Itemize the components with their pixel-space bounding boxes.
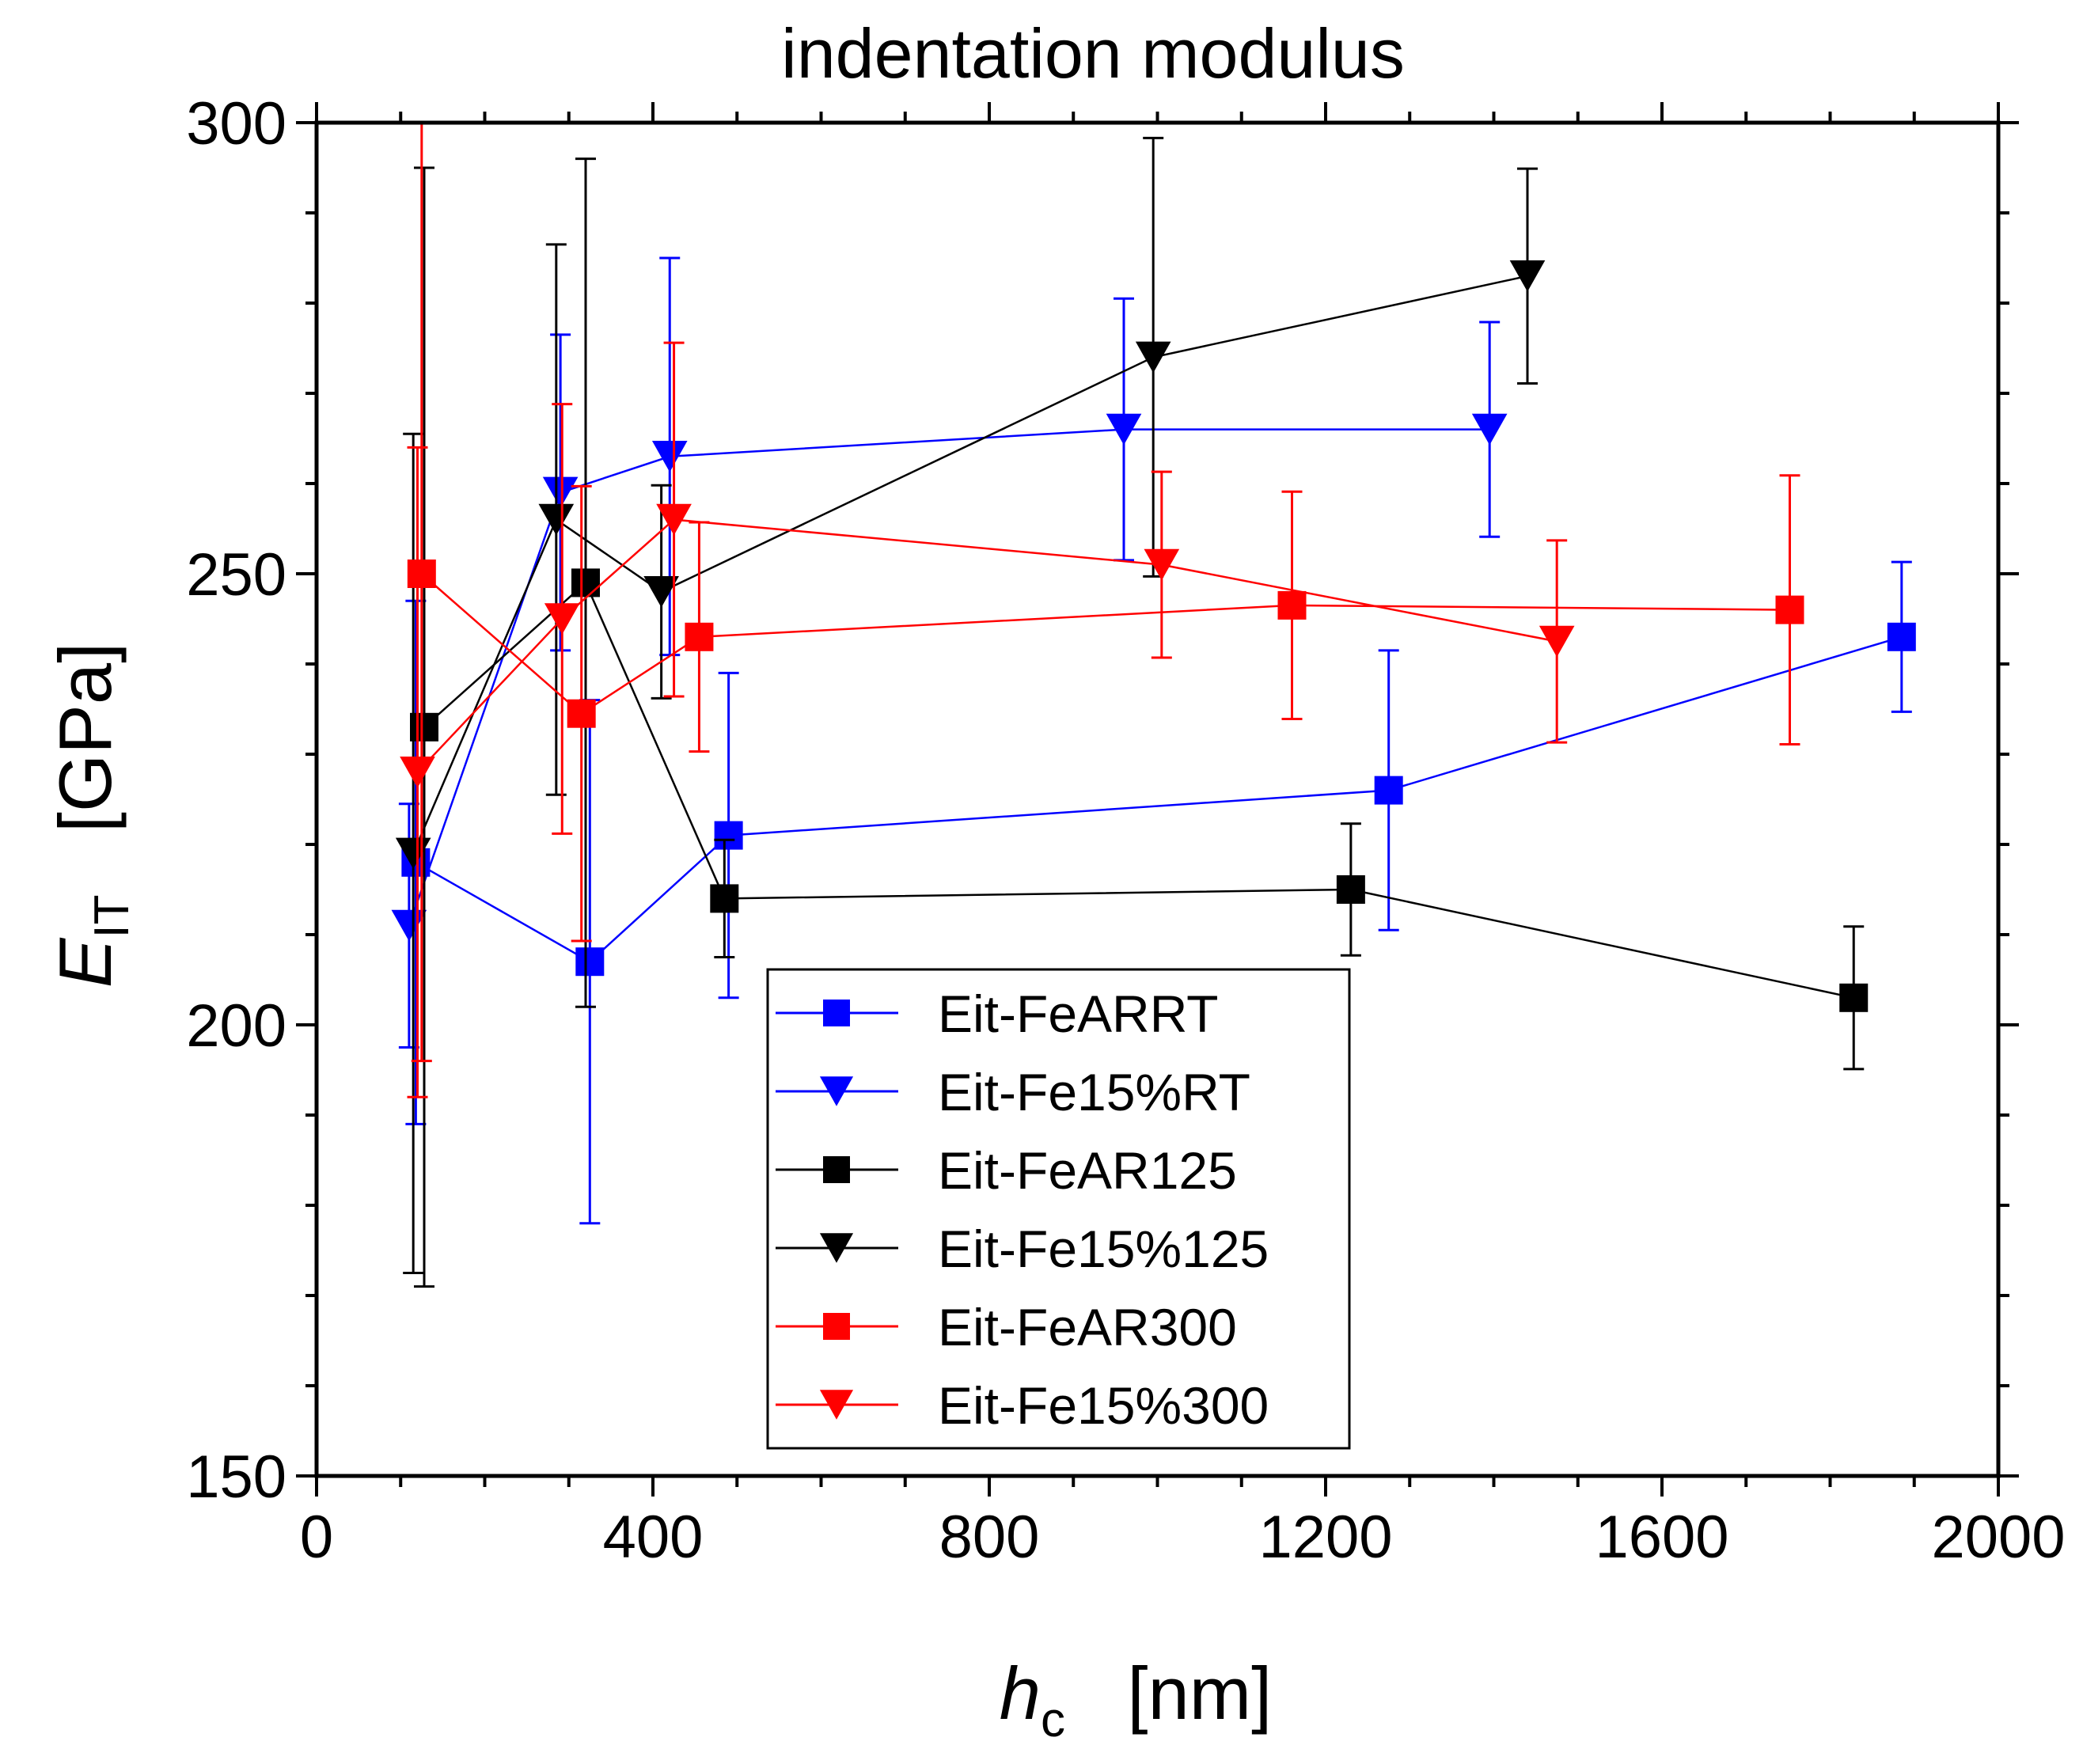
data-point: [571, 568, 600, 597]
legend-label: Eit-FeARRT: [938, 984, 1219, 1043]
data-point: [710, 884, 739, 913]
legend-box: [766, 968, 1351, 1450]
x-tick-label: 1200: [1258, 1504, 1392, 1571]
data-point: [685, 622, 714, 651]
y-axis-label-unit: [GPa]: [44, 643, 127, 833]
data-point: [1539, 625, 1575, 658]
legend-label: Eit-Fe15%125: [938, 1220, 1269, 1278]
legend-marker: [823, 1000, 850, 1026]
data-point: [1277, 590, 1307, 620]
legend-entry: Eit-FeAR125: [776, 1141, 1237, 1200]
data-point: [538, 503, 575, 536]
legend-marker: [819, 1390, 854, 1420]
legend-label: Eit-Fe15%RT: [938, 1063, 1250, 1121]
legend-label: Eit-Fe15%300: [938, 1376, 1269, 1435]
x-tick-label: 400: [603, 1504, 704, 1571]
data-point: [1106, 413, 1142, 446]
y-tick-label: 250: [186, 541, 286, 609]
data-point: [544, 603, 580, 635]
series-eit-fear300: [407, 123, 1804, 1063]
data-point: [714, 821, 743, 850]
y-axis-label-main: E: [44, 937, 127, 988]
axes: 0 400 800 1200 1600 2000 150 200 250 300: [186, 90, 2065, 1571]
x-tick-label: 0: [300, 1504, 333, 1571]
legend-label: Eit-FeAR125: [938, 1141, 1237, 1200]
x-axis-label-main: h: [1000, 1652, 1041, 1735]
data-point: [1839, 983, 1869, 1012]
data-point: [1144, 548, 1180, 581]
data-point: [1374, 776, 1403, 805]
y-axis-label-sub: IT: [85, 894, 139, 938]
legend-entry: Eit-Fe15%125: [776, 1220, 1269, 1278]
x-tick-label: 1600: [1595, 1504, 1728, 1571]
data-point: [1509, 260, 1546, 292]
chart-title: indentation modulus: [781, 14, 1405, 93]
x-axis-label: hc [nm]: [1000, 1652, 1272, 1747]
series-eit-fe15-300: [400, 341, 1575, 1098]
legend: Eit-FeARRT Eit-Fe15%RT Eit-FeAR125 Eit-Fe15…: [766, 968, 1351, 1450]
x-axis-label-unit: [nm]: [1127, 1652, 1272, 1735]
data-point: [643, 576, 679, 608]
data-point: [656, 503, 692, 536]
series-eit-fear125: [410, 157, 1869, 1288]
legend-marker: [819, 1233, 854, 1263]
data-point: [575, 947, 605, 977]
legend-label: Eit-FeAR300: [938, 1298, 1237, 1356]
legend-entry: Eit-FeARRT: [776, 984, 1219, 1043]
series-eit-fe15-125: [395, 136, 1546, 1274]
data-point: [567, 699, 596, 728]
x-axis-label-sub: c: [1041, 1693, 1065, 1747]
data-point: [1135, 341, 1171, 374]
svg-text:EIT [GPa]: EIT [GPa]: [44, 643, 139, 988]
x-tick-label: 2000: [1931, 1504, 2065, 1571]
data-point: [542, 476, 579, 509]
x-tick-label: 800: [939, 1504, 1040, 1571]
data-point: [651, 441, 688, 472]
legend-entry: Eit-FeAR300: [776, 1298, 1237, 1356]
data-point: [407, 560, 436, 588]
data-point: [410, 712, 438, 742]
data-point: [1336, 875, 1365, 904]
y-tick-label: 150: [186, 1443, 286, 1511]
y-axis-label: EIT [GPa]: [44, 643, 139, 988]
data-point: [1775, 595, 1804, 624]
data-point: [1471, 413, 1508, 446]
legend-entry: Eit-Fe15%300: [776, 1376, 1269, 1435]
series-eit-fearrt: [401, 560, 1916, 1225]
plot-area: [391, 123, 1916, 1288]
legend-entry: Eit-Fe15%RT: [776, 1063, 1250, 1121]
legend-marker: [823, 1313, 850, 1340]
data-point: [1887, 622, 1916, 651]
y-tick-label: 300: [186, 90, 286, 157]
legend-marker: [823, 1156, 850, 1183]
data-point: [400, 757, 435, 788]
legend-marker: [819, 1076, 854, 1106]
y-tick-label: 200: [186, 992, 286, 1060]
